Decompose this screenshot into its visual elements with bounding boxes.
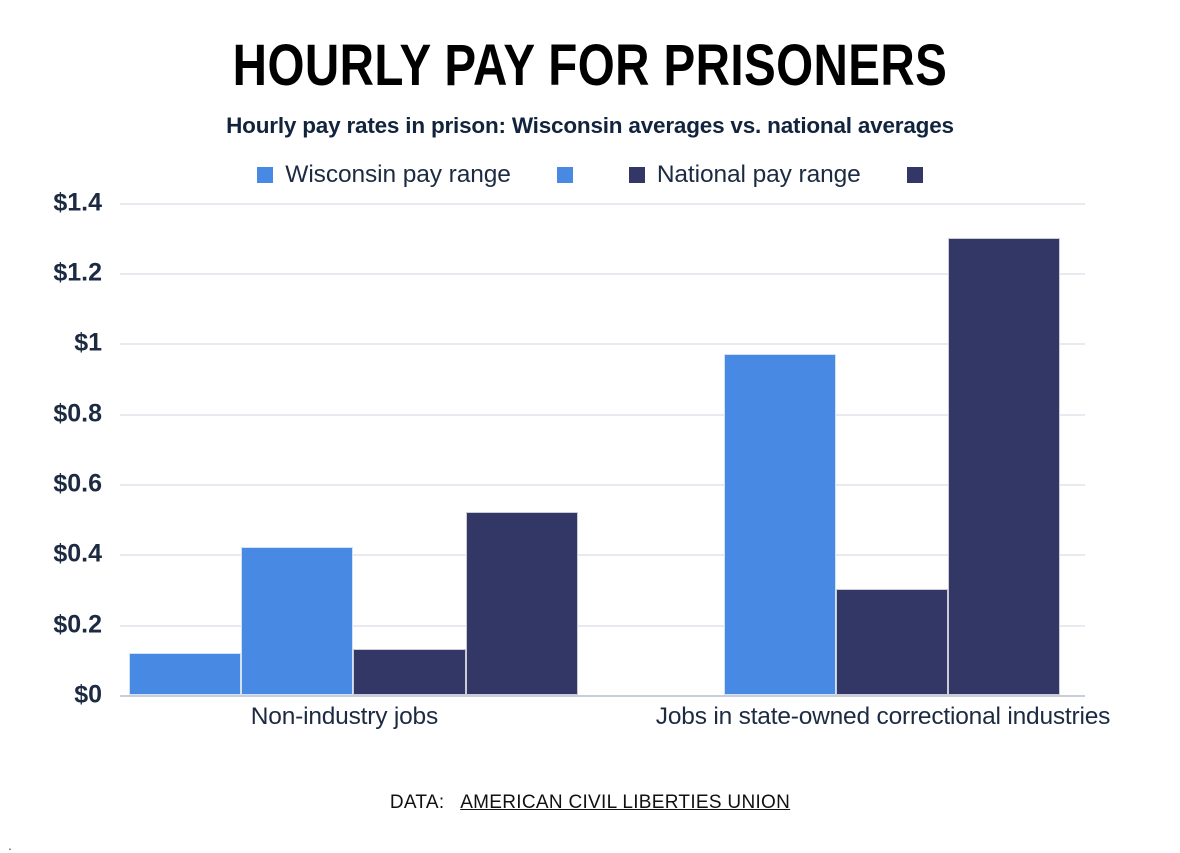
y-axis-tick-label: $0.2	[53, 610, 102, 639]
page-title: HOURLY PAY FOR PRISONERS	[232, 33, 948, 98]
x-axis-category-labels: Non-industry jobs Jobs in state-owned cor…	[120, 702, 1111, 743]
legend-swatch-wisconsin-secondary	[556, 166, 573, 183]
gridline	[120, 202, 1085, 205]
bar	[948, 238, 1061, 695]
gridline	[120, 624, 1085, 627]
legend-swatch-wisconsin	[257, 166, 274, 183]
bar	[835, 589, 949, 695]
footer-prefix: DATA:	[389, 792, 445, 813]
chart-footer: DATA: AMERICAN CIVIL LIBERTIES UNION	[0, 792, 1180, 814]
axis-baseline	[120, 694, 1085, 697]
bar	[353, 649, 466, 695]
y-axis: $0 $0.2 $0.4 $0.6 $0.8 $1 $1.2 $1.4	[0, 188, 120, 708]
footer-source: AMERICAN CIVIL LIBERTIES UNION	[460, 792, 791, 813]
x-axis-label: Non-industry jobs	[250, 702, 439, 730]
x-axis-label: Jobs in state-owned correctional industr…	[655, 702, 1111, 730]
y-axis-tick-label: $1	[74, 328, 102, 357]
plot-area: $0 $0.2 $0.4 $0.6 $0.8 $1 $1.2 $1.4 Non-industr…	[0, 188, 1180, 730]
gridline	[120, 343, 1085, 346]
bar	[128, 652, 242, 695]
y-axis-tick-label: $1.2	[53, 258, 102, 287]
legend-label-national: National pay range	[656, 160, 861, 188]
legend-swatch-national-secondary	[906, 166, 923, 183]
gridline	[120, 273, 1085, 276]
y-axis-tick-label: $0	[74, 680, 102, 709]
gridline	[120, 484, 1085, 487]
chart-legend: Wisconsin pay range National pay range	[0, 161, 1180, 189]
bar	[723, 354, 836, 695]
bar	[241, 547, 354, 695]
y-axis-tick-label: $0.8	[53, 399, 102, 428]
grid-area	[120, 202, 1085, 697]
y-axis-tick-label: $1.4	[53, 188, 102, 217]
gridline	[120, 413, 1085, 416]
gridline	[120, 554, 1085, 557]
page-subtitle: Hourly pay rates in prison: Wisconsin av…	[226, 112, 954, 138]
bar	[465, 512, 578, 695]
legend-swatch-national	[628, 166, 645, 183]
legend-label-wisconsin: Wisconsin pay range	[285, 160, 511, 188]
y-axis-tick-label: $0.4	[53, 539, 102, 568]
y-axis-tick-label: $0.6	[53, 469, 102, 498]
bars-layer	[120, 203, 1085, 695]
corner-mark: .	[8, 837, 12, 853]
